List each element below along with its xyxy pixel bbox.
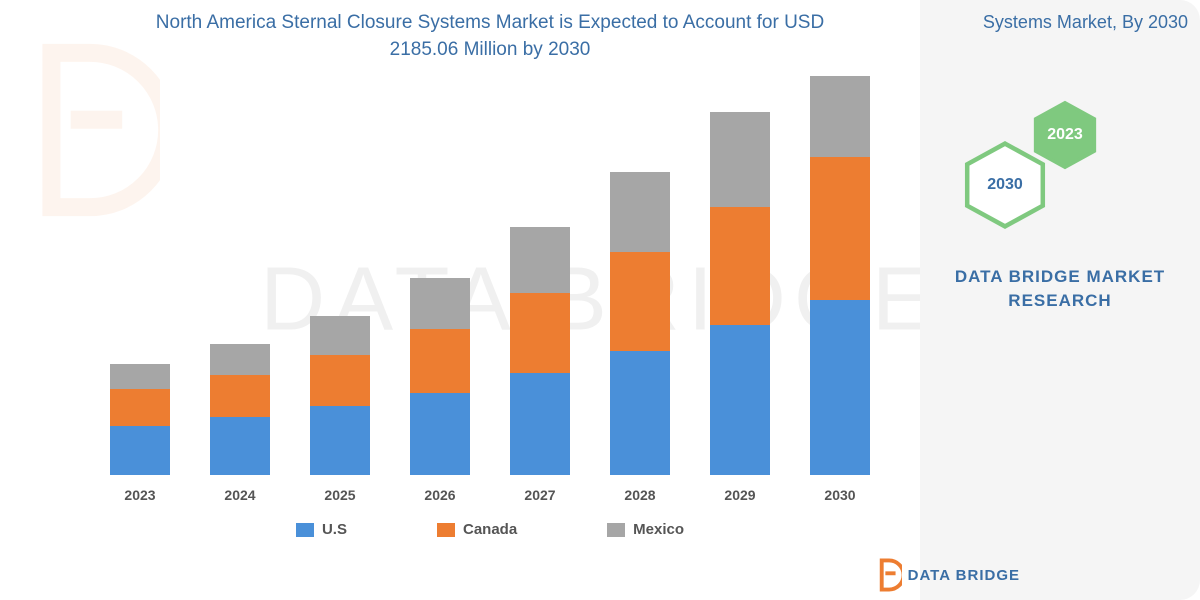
bar-segment: [510, 293, 570, 373]
main-container: North America Sternal Closure Systems Ma…: [0, 0, 1200, 600]
bar-segment: [110, 426, 170, 475]
bar-segment: [610, 252, 670, 351]
legend-swatch: [296, 523, 314, 537]
bar-segment: [310, 355, 370, 406]
bar-x-label: 2030: [824, 487, 855, 503]
bottom-logo-icon: [876, 558, 902, 592]
legend-swatch: [437, 523, 455, 537]
bar-stack: [810, 76, 870, 475]
bar-x-label: 2026: [424, 487, 455, 503]
bar-x-label: 2023: [124, 487, 155, 503]
bar-segment: [710, 325, 770, 475]
bars-container: 2023 2024 2025 2026 2027 2028 2029 2030: [80, 83, 900, 503]
legend-swatch: [607, 523, 625, 537]
bar-segment: [410, 278, 470, 329]
legend-item: Mexico: [607, 521, 684, 538]
legend-label: Mexico: [633, 521, 684, 538]
bar-stack: [310, 316, 370, 475]
brand-line-1: DATA BRIDGE MARKET: [955, 267, 1165, 286]
bar-segment: [310, 316, 370, 354]
bar-segment: [610, 172, 670, 252]
bar-segment: [210, 344, 270, 375]
hexagon-badge: 2023: [1030, 100, 1100, 170]
bar-segment: [210, 375, 270, 417]
bar-stack: [110, 364, 170, 475]
bar-segment: [510, 373, 570, 475]
bar-segment: [110, 364, 170, 390]
bar-x-label: 2029: [724, 487, 755, 503]
right-panel-title: Systems Market, By 2030: [932, 10, 1188, 35]
bar-segment: [610, 351, 670, 475]
legend-label: Canada: [463, 521, 517, 538]
bar-segment: [710, 207, 770, 326]
legend-item: Canada: [437, 521, 517, 538]
hexagon-label: 2023: [1047, 126, 1083, 144]
bar-x-label: 2027: [524, 487, 555, 503]
bar-segment: [110, 389, 170, 426]
brand-text: DATA BRIDGE MARKET RESEARCH: [920, 265, 1200, 313]
bar-stack: [710, 112, 770, 475]
right-panel: Systems Market, By 2030 2030 2023 DATA B…: [920, 0, 1200, 600]
bar-x-label: 2024: [224, 487, 255, 503]
bar-stack: [510, 227, 570, 475]
bar-segment: [210, 417, 270, 475]
bar-segment: [410, 393, 470, 475]
bar-group: 2023: [100, 364, 180, 503]
bar-group: 2026: [400, 278, 480, 503]
bar-segment: [510, 227, 570, 293]
bar-x-label: 2028: [624, 487, 655, 503]
bar-group: 2030: [800, 76, 880, 503]
bottom-logo: DATA BRIDGE: [876, 558, 1020, 592]
bar-group: 2029: [700, 112, 780, 503]
bar-segment: [810, 157, 870, 299]
chart-area: North America Sternal Closure Systems Ma…: [0, 0, 920, 600]
chart-title: North America Sternal Closure Systems Ma…: [80, 10, 900, 63]
bottom-logo-text: DATA BRIDGE: [908, 567, 1020, 584]
bar-group: 2028: [600, 172, 680, 503]
bar-x-label: 2025: [324, 487, 355, 503]
hexagon-label: 2030: [987, 176, 1023, 194]
brand-line-2: RESEARCH: [1008, 291, 1111, 310]
legend-label: U.S: [322, 521, 347, 538]
bar-segment: [410, 329, 470, 393]
bar-segment: [310, 406, 370, 475]
bar-group: 2027: [500, 227, 580, 503]
bar-stack: [610, 172, 670, 475]
bar-group: 2025: [300, 316, 380, 503]
legend: U.S Canada Mexico: [80, 521, 900, 538]
bar-segment: [810, 300, 870, 475]
bar-stack: [410, 278, 470, 475]
bar-stack: [210, 344, 270, 475]
legend-item: U.S: [296, 521, 347, 538]
bar-segment: [810, 76, 870, 157]
bar-segment: [710, 112, 770, 207]
bar-group: 2024: [200, 344, 280, 503]
